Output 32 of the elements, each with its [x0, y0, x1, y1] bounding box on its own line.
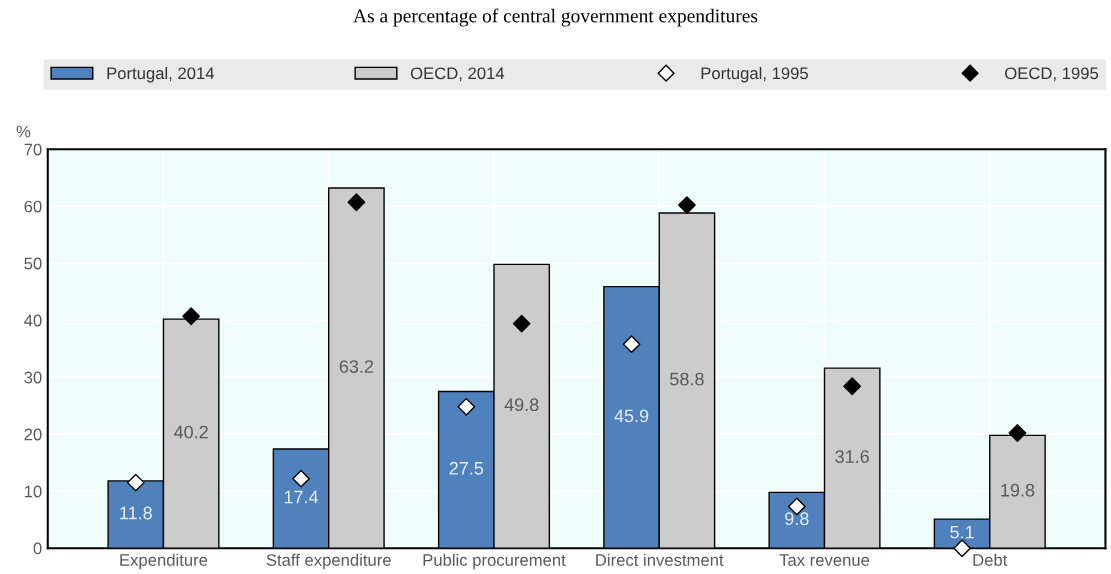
y-tick-label: 10	[24, 485, 42, 498]
x-tick-label: Public procurement	[423, 553, 566, 570]
legend-label: OECD, 1995	[1005, 67, 1099, 82]
y-tick-label: 30	[24, 371, 42, 384]
data-label: 11.8	[120, 506, 152, 520]
data-label: 31.6	[835, 450, 869, 463]
y-tick-label: 70	[24, 143, 42, 156]
data-label: 19.8	[1001, 483, 1035, 497]
x-tick-label: Expenditure	[120, 553, 208, 570]
y-tick-label: 0	[33, 542, 42, 555]
y-tick-label: 60	[24, 200, 42, 213]
x-tick-label: Debt	[973, 553, 1008, 566]
chart-title: As a percentage of central government expenditures	[353, 8, 758, 27]
data-label: 63.2	[339, 360, 374, 373]
x-tick-label: Tax revenue	[779, 554, 870, 566]
data-label: 40.2	[173, 425, 208, 439]
x-tick-label: Staff expenditure	[266, 553, 391, 570]
data-label: 9.8	[785, 512, 809, 526]
data-label: 45.9	[614, 409, 649, 423]
y-tick-label: 40	[24, 314, 42, 327]
legend-label: Portugal, 2014	[107, 66, 215, 83]
x-tick-label: Direct investment	[596, 553, 724, 566]
data-label: 5.1	[950, 525, 974, 539]
y-axis-title: %	[16, 125, 31, 138]
data-label: 17.4	[284, 490, 319, 504]
data-label: 49.8	[504, 398, 539, 412]
legend-label: Portugal, 1995	[701, 66, 808, 83]
y-tick-label: 20	[24, 428, 42, 441]
data-label: 58.8	[670, 372, 704, 386]
data-label: 27.5	[449, 461, 484, 475]
legend-label: OECD, 2014	[410, 67, 505, 82]
y-tick-label: 50	[24, 257, 42, 270]
